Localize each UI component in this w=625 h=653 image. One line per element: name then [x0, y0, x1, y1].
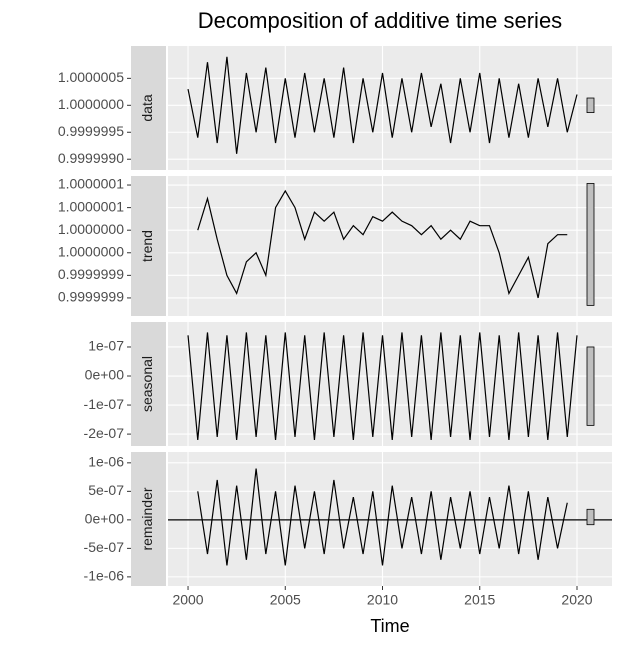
- y-tick-label: 0.9999995: [58, 123, 124, 139]
- strip-label: data: [139, 94, 155, 121]
- scale-bar: [586, 183, 595, 306]
- y-tick-label: 5e-07: [88, 482, 124, 498]
- y-tick-label: 0.9999999: [58, 289, 124, 305]
- y-tick-label: 1e-06: [88, 454, 124, 470]
- panel-background: [168, 46, 612, 170]
- strip-background: [131, 176, 166, 316]
- series-line: [197, 468, 568, 566]
- y-tick-label: -1e-07: [84, 396, 125, 412]
- strip-label: seasonal: [139, 356, 155, 412]
- y-tick-label: -1e-06: [84, 568, 125, 584]
- y-tick-label: 0.9999999: [58, 266, 124, 282]
- panel-background: [168, 176, 612, 316]
- chart-title: Decomposition of additive time series: [198, 8, 562, 33]
- y-tick-label: 0e+00: [85, 511, 125, 527]
- y-tick-label: 0e+00: [85, 367, 125, 383]
- strip-label: remainder: [139, 487, 155, 550]
- y-tick-label: 1.0000000: [58, 221, 124, 237]
- strip-label: trend: [139, 230, 155, 262]
- strip-background: [131, 46, 166, 170]
- x-axis-label: Time: [370, 616, 409, 636]
- y-tick-label: 0.9999990: [58, 150, 124, 166]
- y-tick-label: -5e-07: [84, 539, 125, 555]
- panel-background: [168, 452, 612, 586]
- y-tick-label: 1.0000000: [58, 243, 124, 259]
- scale-bar: [586, 346, 595, 426]
- series-line: [187, 56, 578, 154]
- panel-background: [168, 322, 612, 446]
- y-tick-label: 1.0000001: [58, 176, 124, 192]
- strip-background: [131, 322, 166, 446]
- x-tick-label: 2010: [367, 592, 398, 608]
- x-tick-label: 2020: [561, 592, 592, 608]
- series-line: [187, 332, 578, 440]
- y-tick-label: 1e-07: [88, 338, 124, 354]
- x-tick-label: 2005: [270, 592, 301, 608]
- strip-background: [131, 452, 166, 586]
- y-tick-label: 1.0000000: [58, 96, 124, 112]
- series-line: [197, 189, 568, 299]
- scale-bar: [586, 97, 595, 113]
- y-tick-label: 1.0000005: [58, 69, 124, 85]
- x-tick-label: 2015: [464, 592, 495, 608]
- scale-bar: [586, 508, 595, 526]
- y-tick-label: -2e-07: [84, 425, 125, 441]
- x-tick-label: 2000: [172, 592, 203, 608]
- y-tick-label: 1.0000001: [58, 198, 124, 214]
